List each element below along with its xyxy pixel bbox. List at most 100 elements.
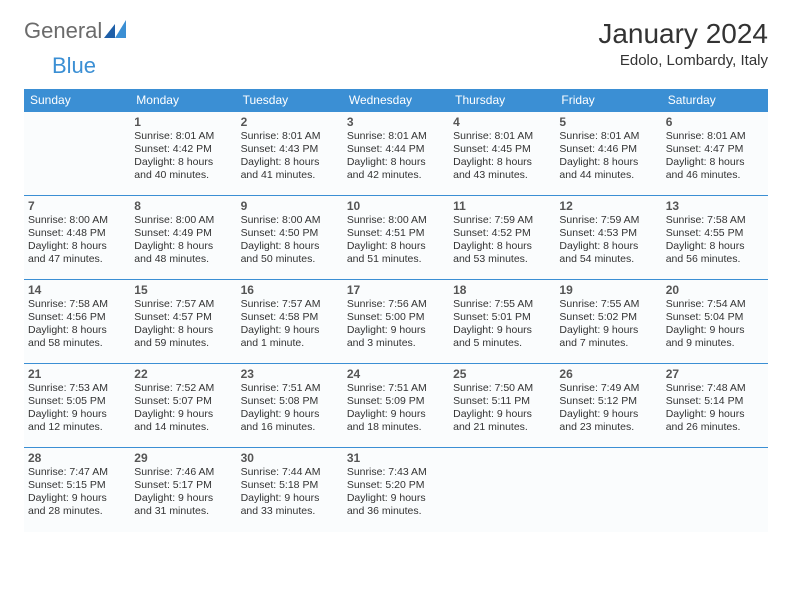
calendar-cell: 6Sunrise: 8:01 AMSunset: 4:47 PMDaylight…: [662, 112, 768, 196]
day-number: 27: [666, 367, 764, 381]
sunset-text: Sunset: 5:11 PM: [453, 395, 551, 408]
daylight2-text: and 3 minutes.: [347, 337, 445, 350]
sunset-text: Sunset: 5:04 PM: [666, 311, 764, 324]
brand-part1: General: [24, 18, 102, 44]
day-number: 23: [241, 367, 339, 381]
daylight1-text: Daylight: 8 hours: [666, 156, 764, 169]
day-number: 8: [134, 199, 232, 213]
calendar-cell: [449, 448, 555, 532]
calendar-row: 21Sunrise: 7:53 AMSunset: 5:05 PMDayligh…: [24, 364, 768, 448]
daylight1-text: Daylight: 9 hours: [559, 408, 657, 421]
daylight1-text: Daylight: 8 hours: [559, 156, 657, 169]
daylight2-text: and 23 minutes.: [559, 421, 657, 434]
weekday-fri: Friday: [555, 89, 661, 112]
daylight2-text: and 16 minutes.: [241, 421, 339, 434]
sunrise-text: Sunrise: 7:57 AM: [134, 298, 232, 311]
calendar-cell: 17Sunrise: 7:56 AMSunset: 5:00 PMDayligh…: [343, 280, 449, 364]
daylight2-text: and 5 minutes.: [453, 337, 551, 350]
calendar-cell: 21Sunrise: 7:53 AMSunset: 5:05 PMDayligh…: [24, 364, 130, 448]
day-number: 15: [134, 283, 232, 297]
sunrise-text: Sunrise: 7:44 AM: [241, 466, 339, 479]
daylight2-text: and 59 minutes.: [134, 337, 232, 350]
sunset-text: Sunset: 5:00 PM: [347, 311, 445, 324]
calendar-cell: 18Sunrise: 7:55 AMSunset: 5:01 PMDayligh…: [449, 280, 555, 364]
sunset-text: Sunset: 4:47 PM: [666, 143, 764, 156]
calendar-cell: 12Sunrise: 7:59 AMSunset: 4:53 PMDayligh…: [555, 196, 661, 280]
calendar-cell: 25Sunrise: 7:50 AMSunset: 5:11 PMDayligh…: [449, 364, 555, 448]
weekday-tue: Tuesday: [237, 89, 343, 112]
daylight1-text: Daylight: 8 hours: [666, 240, 764, 253]
sunrise-text: Sunrise: 8:00 AM: [241, 214, 339, 227]
month-title: January 2024: [598, 18, 768, 50]
daylight1-text: Daylight: 9 hours: [134, 408, 232, 421]
daylight2-text: and 14 minutes.: [134, 421, 232, 434]
daylight2-text: and 44 minutes.: [559, 169, 657, 182]
daylight1-text: Daylight: 8 hours: [28, 324, 126, 337]
calendar-cell: 16Sunrise: 7:57 AMSunset: 4:58 PMDayligh…: [237, 280, 343, 364]
daylight2-text: and 51 minutes.: [347, 253, 445, 266]
daylight1-text: Daylight: 9 hours: [134, 492, 232, 505]
daylight2-text: and 31 minutes.: [134, 505, 232, 518]
day-number: 10: [347, 199, 445, 213]
calendar-cell: 22Sunrise: 7:52 AMSunset: 5:07 PMDayligh…: [130, 364, 236, 448]
calendar-cell: 15Sunrise: 7:57 AMSunset: 4:57 PMDayligh…: [130, 280, 236, 364]
sunrise-text: Sunrise: 7:46 AM: [134, 466, 232, 479]
daylight2-text: and 42 minutes.: [347, 169, 445, 182]
sunrise-text: Sunrise: 8:01 AM: [134, 130, 232, 143]
daylight2-text: and 58 minutes.: [28, 337, 126, 350]
sunrise-text: Sunrise: 8:01 AM: [559, 130, 657, 143]
daylight1-text: Daylight: 9 hours: [666, 408, 764, 421]
daylight1-text: Daylight: 8 hours: [453, 240, 551, 253]
sunrise-text: Sunrise: 7:43 AM: [347, 466, 445, 479]
sunrise-text: Sunrise: 7:48 AM: [666, 382, 764, 395]
daylight2-text: and 53 minutes.: [453, 253, 551, 266]
daylight2-text: and 50 minutes.: [241, 253, 339, 266]
day-number: 12: [559, 199, 657, 213]
daylight1-text: Daylight: 8 hours: [134, 156, 232, 169]
calendar-cell: 26Sunrise: 7:49 AMSunset: 5:12 PMDayligh…: [555, 364, 661, 448]
day-number: 19: [559, 283, 657, 297]
daylight2-text: and 33 minutes.: [241, 505, 339, 518]
sunset-text: Sunset: 4:53 PM: [559, 227, 657, 240]
sunset-text: Sunset: 5:02 PM: [559, 311, 657, 324]
weekday-sun: Sunday: [24, 89, 130, 112]
brand-part2: Blue: [52, 53, 96, 78]
sunrise-text: Sunrise: 7:56 AM: [347, 298, 445, 311]
daylight2-text: and 54 minutes.: [559, 253, 657, 266]
calendar-cell: 31Sunrise: 7:43 AMSunset: 5:20 PMDayligh…: [343, 448, 449, 532]
weekday-wed: Wednesday: [343, 89, 449, 112]
day-number: 5: [559, 115, 657, 129]
calendar-cell: 8Sunrise: 8:00 AMSunset: 4:49 PMDaylight…: [130, 196, 236, 280]
calendar-cell: [662, 448, 768, 532]
daylight2-text: and 46 minutes.: [666, 169, 764, 182]
sunset-text: Sunset: 5:01 PM: [453, 311, 551, 324]
calendar-cell: [555, 448, 661, 532]
calendar-cell: 13Sunrise: 7:58 AMSunset: 4:55 PMDayligh…: [662, 196, 768, 280]
day-number: 14: [28, 283, 126, 297]
daylight1-text: Daylight: 8 hours: [559, 240, 657, 253]
sunset-text: Sunset: 4:57 PM: [134, 311, 232, 324]
day-number: 21: [28, 367, 126, 381]
weekday-mon: Monday: [130, 89, 236, 112]
sunrise-text: Sunrise: 7:53 AM: [28, 382, 126, 395]
weekday-thu: Thursday: [449, 89, 555, 112]
daylight1-text: Daylight: 8 hours: [28, 240, 126, 253]
sunset-text: Sunset: 5:18 PM: [241, 479, 339, 492]
sunrise-text: Sunrise: 7:57 AM: [241, 298, 339, 311]
sunset-text: Sunset: 5:14 PM: [666, 395, 764, 408]
day-number: 17: [347, 283, 445, 297]
calendar-cell: 1Sunrise: 8:01 AMSunset: 4:42 PMDaylight…: [130, 112, 236, 196]
sunset-text: Sunset: 4:42 PM: [134, 143, 232, 156]
day-number: 4: [453, 115, 551, 129]
daylight1-text: Daylight: 9 hours: [241, 408, 339, 421]
daylight1-text: Daylight: 9 hours: [453, 324, 551, 337]
sunset-text: Sunset: 5:05 PM: [28, 395, 126, 408]
sunset-text: Sunset: 4:50 PM: [241, 227, 339, 240]
calendar-cell: 2Sunrise: 8:01 AMSunset: 4:43 PMDaylight…: [237, 112, 343, 196]
daylight2-text: and 7 minutes.: [559, 337, 657, 350]
daylight1-text: Daylight: 8 hours: [347, 240, 445, 253]
sunrise-text: Sunrise: 7:58 AM: [28, 298, 126, 311]
daylight1-text: Daylight: 9 hours: [28, 408, 126, 421]
day-number: 2: [241, 115, 339, 129]
daylight1-text: Daylight: 9 hours: [241, 324, 339, 337]
